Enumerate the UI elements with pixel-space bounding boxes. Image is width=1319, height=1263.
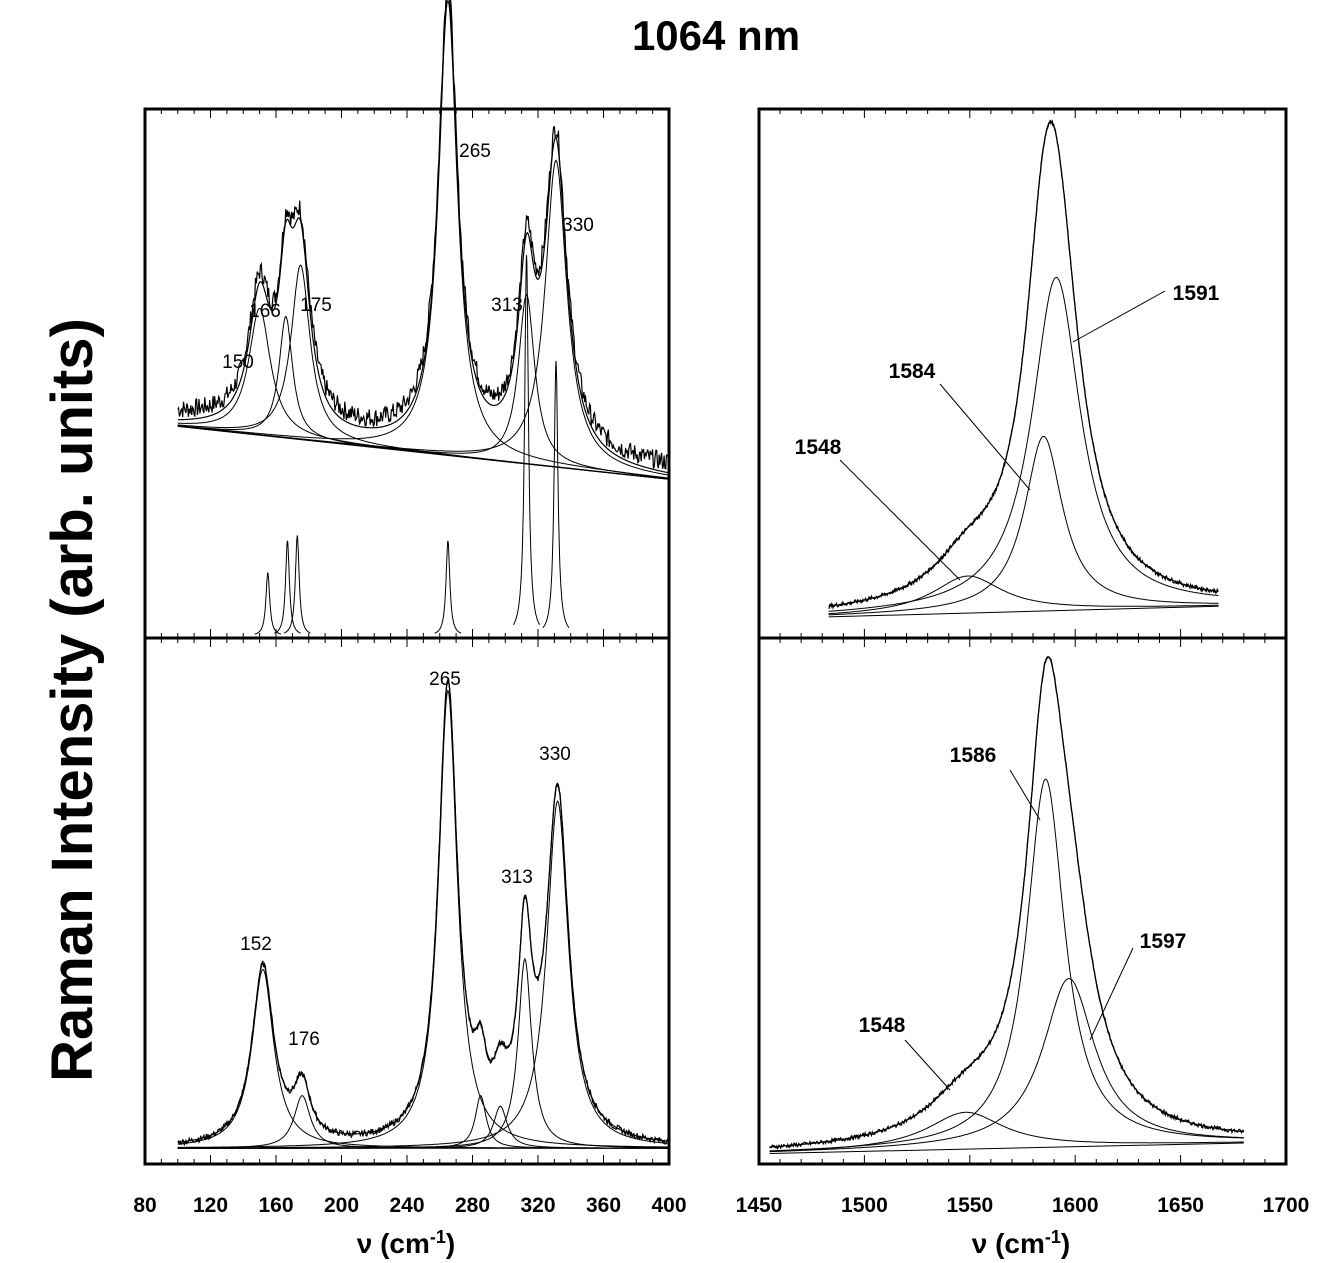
x-tick-label: 360 — [586, 1194, 621, 1217]
data-trace — [177, 680, 670, 1147]
data-trace — [769, 656, 1245, 1150]
stick-peak — [284, 535, 311, 634]
data-trace — [828, 119, 1219, 611]
x-axis-label-right: ν (cm-1) — [972, 1227, 1071, 1259]
component-curve — [177, 0, 670, 479]
peak-label: 150 — [222, 352, 254, 373]
x-tick-label: 240 — [389, 1194, 424, 1217]
stick-peak — [512, 255, 541, 625]
component-curve — [828, 575, 1219, 615]
x-tick-label: 1450 — [736, 1194, 783, 1217]
x-tick-label: 400 — [651, 1194, 686, 1217]
component-curve — [177, 689, 669, 1148]
stick-peak — [542, 360, 570, 629]
x-ticks-left: 80 120 160 200 240 280 320 360 400 — [133, 1194, 686, 1217]
x-tick-label: 1700 — [1263, 1194, 1310, 1217]
peak-label: 330 — [539, 744, 571, 765]
x-tick-label: 1500 — [841, 1194, 888, 1217]
peak-label: 330 — [562, 215, 594, 236]
x-tick-label: 1600 — [1052, 1194, 1099, 1217]
component-curve — [177, 307, 670, 480]
component-curve — [177, 800, 670, 1149]
fit-curve — [769, 656, 1244, 1148]
peak-label: 1586 — [950, 744, 997, 767]
peak-label: 265 — [459, 141, 491, 162]
peak-label: 176 — [288, 1029, 320, 1050]
component-curve — [769, 1111, 1244, 1152]
fit-curve — [177, 677, 670, 1143]
x-axis-label-left: ν (cm-1) — [357, 1227, 456, 1259]
plot-frame — [757, 636, 1288, 1166]
component-curve — [769, 977, 1244, 1153]
panel-top-right: 1548 1584 1591 — [757, 107, 1288, 640]
peak-label: 175 — [300, 295, 332, 316]
component-curve — [177, 159, 670, 476]
leader-line — [939, 383, 1031, 491]
peak-label: 265 — [429, 669, 461, 690]
peak-label: 1548 — [795, 436, 842, 459]
component-curve — [769, 778, 1244, 1152]
panel-top-left: 150 166 175 265 313 330 — [143, 0, 671, 640]
peak-label: 166 — [249, 301, 281, 322]
x-ticks-right: 1450 1500 1550 1600 1650 1700 — [736, 1194, 1310, 1217]
peak-label: 313 — [491, 295, 523, 316]
leader-line — [904, 1039, 951, 1091]
component-curve — [828, 276, 1219, 612]
figure-title: 1064 nm — [632, 12, 800, 59]
leader-line — [1009, 769, 1041, 821]
peak-label: 1591 — [1173, 282, 1220, 305]
peak-label: 313 — [501, 867, 533, 888]
peak-label: 1584 — [889, 360, 936, 383]
peak-label: 1548 — [859, 1014, 906, 1037]
stick-peak — [254, 572, 282, 635]
plot-frame — [757, 107, 1288, 640]
component-curve — [177, 1105, 669, 1149]
leader-line — [1089, 947, 1134, 1041]
component-curve — [177, 957, 669, 1149]
x-tick-label: 120 — [193, 1194, 228, 1217]
x-tick-label: 320 — [520, 1194, 555, 1217]
peak-label: 1597 — [1140, 930, 1187, 953]
component-curve — [828, 435, 1219, 616]
stick-peak — [434, 540, 462, 634]
plot-frame — [143, 636, 671, 1166]
x-tick-label: 1550 — [946, 1194, 993, 1217]
baseline-line — [828, 605, 1219, 618]
leader-line — [839, 459, 961, 581]
fit-curve — [828, 121, 1219, 607]
peak-label: 152 — [240, 934, 272, 955]
x-tick-label: 160 — [258, 1194, 293, 1217]
x-tick-label: 80 — [133, 1194, 156, 1217]
panel-bottom-left: 152 176 265 313 330 — [143, 636, 671, 1166]
leader-line — [1072, 290, 1166, 343]
x-tick-label: 200 — [324, 1194, 359, 1217]
y-axis-label: Raman Intensity (arb. units) — [40, 318, 105, 1082]
plot-frame — [143, 107, 671, 640]
data-trace — [177, 0, 670, 471]
baseline-line — [769, 1142, 1244, 1154]
panel-bottom-right: 1548 1586 1597 — [757, 636, 1288, 1166]
fit-curve — [177, 0, 670, 474]
x-tick-label: 280 — [455, 1194, 490, 1217]
stick-peak — [274, 540, 301, 634]
x-tick-label: 1650 — [1157, 1194, 1204, 1217]
